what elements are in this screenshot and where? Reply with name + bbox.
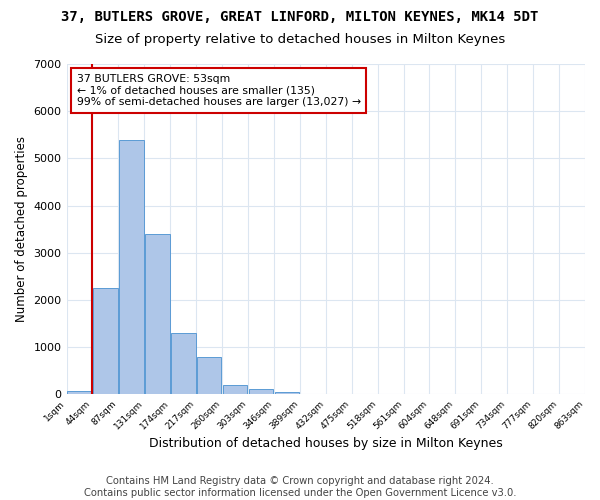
Text: 37, BUTLERS GROVE, GREAT LINFORD, MILTON KEYNES, MK14 5DT: 37, BUTLERS GROVE, GREAT LINFORD, MILTON… <box>61 10 539 24</box>
Text: 37 BUTLERS GROVE: 53sqm
← 1% of detached houses are smaller (135)
99% of semi-de: 37 BUTLERS GROVE: 53sqm ← 1% of detached… <box>77 74 361 107</box>
X-axis label: Distribution of detached houses by size in Milton Keynes: Distribution of detached houses by size … <box>149 437 503 450</box>
Y-axis label: Number of detached properties: Number of detached properties <box>15 136 28 322</box>
Bar <box>197 356 221 395</box>
Bar <box>275 392 299 394</box>
Bar <box>171 333 196 394</box>
Bar <box>119 140 143 394</box>
Bar <box>223 385 247 394</box>
Bar <box>93 288 118 395</box>
Text: Size of property relative to detached houses in Milton Keynes: Size of property relative to detached ho… <box>95 32 505 46</box>
Bar <box>145 234 170 394</box>
Text: Contains HM Land Registry data © Crown copyright and database right 2024.
Contai: Contains HM Land Registry data © Crown c… <box>84 476 516 498</box>
Bar <box>248 389 273 394</box>
Bar <box>67 390 92 394</box>
